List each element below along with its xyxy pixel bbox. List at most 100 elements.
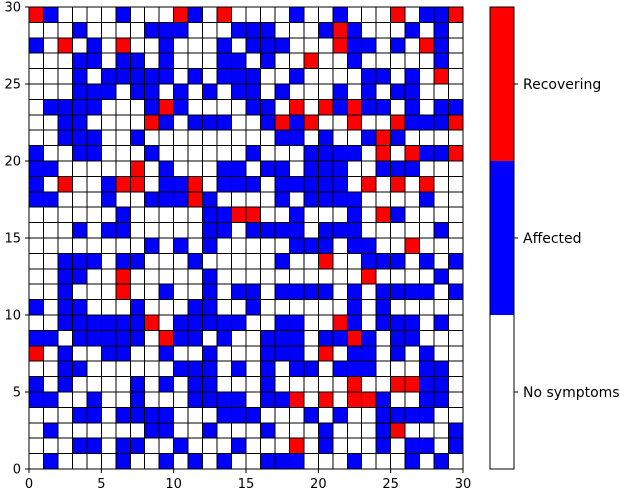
cell-affected — [28, 376, 44, 393]
cell-no-symptoms — [419, 299, 435, 316]
cell-no-symptoms — [115, 160, 131, 177]
cell-no-symptoms — [42, 206, 59, 224]
cell-no-symptoms — [288, 52, 305, 70]
cell-affected — [245, 98, 261, 116]
cell-affected — [390, 206, 406, 224]
cell-no-symptoms — [404, 391, 421, 408]
cell-affected — [433, 376, 450, 393]
cell-no-symptoms — [129, 453, 146, 470]
cell-no-symptoms — [28, 314, 44, 331]
cell-affected — [433, 314, 450, 331]
cell-no-symptoms — [57, 83, 73, 100]
cell-no-symptoms — [433, 83, 450, 100]
cell-no-symptoms — [202, 252, 218, 270]
cell-no-symptoms — [86, 160, 102, 177]
cell-no-symptoms — [346, 129, 363, 147]
cell-no-symptoms — [144, 329, 160, 347]
cell-affected — [288, 222, 305, 239]
cell-no-symptoms — [303, 206, 319, 224]
cell-no-symptoms — [288, 83, 305, 100]
cell-no-symptoms — [332, 252, 348, 270]
cell-recovering — [390, 175, 406, 193]
cell-no-symptoms — [419, 98, 435, 116]
cell-no-symptoms — [245, 191, 261, 208]
cell-no-symptoms — [245, 422, 261, 439]
cell-affected — [288, 329, 305, 347]
cell-affected — [129, 406, 146, 424]
cell-no-symptoms — [419, 83, 435, 100]
cell-no-symptoms — [158, 129, 175, 147]
cell-affected — [71, 114, 88, 131]
cell-affected — [115, 252, 131, 270]
cell-affected — [419, 360, 435, 378]
cell-no-symptoms — [202, 175, 218, 193]
cell-affected — [404, 83, 421, 100]
cell-affected — [158, 52, 175, 70]
cell-affected — [100, 83, 117, 100]
cell-no-symptoms — [71, 376, 88, 393]
cell-no-symptoms — [390, 360, 406, 378]
cell-affected — [202, 222, 218, 239]
cell-no-symptoms — [216, 299, 233, 316]
cell-no-symptoms — [259, 314, 276, 331]
cell-no-symptoms — [419, 422, 435, 439]
cell-affected — [332, 406, 348, 424]
cell-no-symptoms — [129, 21, 146, 39]
cell-affected — [274, 453, 290, 470]
cell-no-symptoms — [100, 391, 117, 408]
cell-no-symptoms — [129, 98, 146, 116]
cell-no-symptoms — [187, 268, 204, 285]
cell-no-symptoms — [448, 175, 464, 193]
cell-recovering — [317, 252, 334, 270]
cell-affected — [129, 376, 146, 393]
cell-affected — [173, 237, 189, 254]
cell-no-symptoms — [448, 21, 464, 39]
cell-affected — [390, 37, 406, 54]
cell-no-symptoms — [86, 68, 102, 85]
cell-no-symptoms — [158, 360, 175, 378]
cell-no-symptoms — [259, 283, 276, 301]
cell-no-symptoms — [317, 453, 334, 470]
cell-no-symptoms — [158, 6, 175, 23]
cell-no-symptoms — [259, 83, 276, 100]
cell-no-symptoms — [57, 52, 73, 70]
cell-no-symptoms — [216, 376, 233, 393]
cell-no-symptoms — [100, 52, 117, 70]
cell-no-symptoms — [129, 422, 146, 439]
cell-affected — [419, 437, 435, 455]
cell-no-symptoms — [448, 222, 464, 239]
cell-affected — [332, 222, 348, 239]
cell-affected — [448, 98, 464, 116]
cell-no-symptoms — [42, 283, 59, 301]
cell-recovering — [303, 52, 319, 70]
cell-no-symptoms — [28, 237, 44, 254]
cell-no-symptoms — [187, 283, 204, 301]
cell-recovering — [404, 237, 421, 254]
cell-affected — [361, 345, 377, 362]
cell-no-symptoms — [361, 191, 377, 208]
cell-no-symptoms — [404, 222, 421, 239]
cell-affected — [419, 406, 435, 424]
cell-no-symptoms — [42, 83, 59, 100]
cell-no-symptoms — [303, 222, 319, 239]
cell-recovering — [288, 391, 305, 408]
cell-no-symptoms — [57, 145, 73, 162]
cell-no-symptoms — [173, 129, 189, 147]
cell-affected — [86, 37, 102, 54]
cell-no-symptoms — [303, 6, 319, 23]
cell-affected — [57, 299, 73, 316]
cell-no-symptoms — [288, 268, 305, 285]
cell-no-symptoms — [448, 376, 464, 393]
cell-no-symptoms — [129, 283, 146, 301]
cell-affected — [259, 52, 276, 70]
cell-recovering — [303, 114, 319, 131]
cell-affected — [71, 83, 88, 100]
cell-no-symptoms — [259, 129, 276, 147]
cell-recovering — [346, 98, 363, 116]
cell-recovering — [144, 314, 160, 331]
cell-affected — [375, 422, 392, 439]
cell-no-symptoms — [317, 52, 334, 70]
cell-no-symptoms — [231, 237, 247, 254]
cell-no-symptoms — [375, 191, 392, 208]
cell-affected — [86, 252, 102, 270]
